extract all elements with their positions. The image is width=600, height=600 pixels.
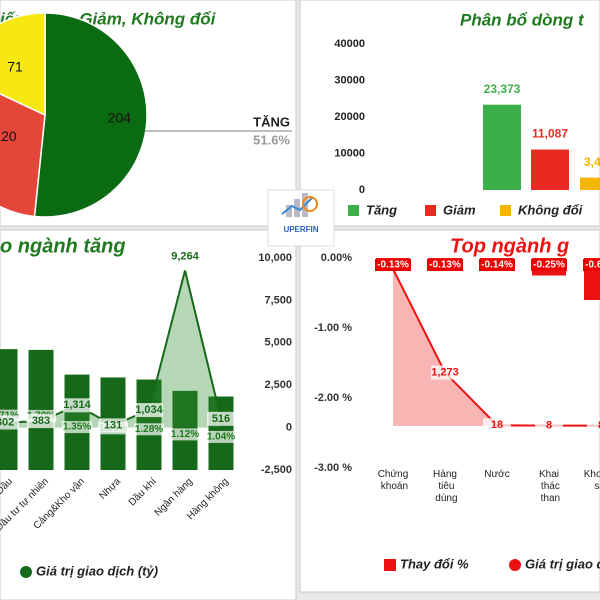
y-tick-label: 40000 bbox=[334, 38, 365, 50]
annotation-value: 51.6% bbox=[253, 132, 290, 147]
legend-swatch bbox=[425, 205, 436, 216]
bar-value-label: 1.28% bbox=[135, 424, 163, 435]
x-tick-label: Nước bbox=[484, 469, 509, 480]
label-bg bbox=[171, 249, 199, 264]
label-bg bbox=[479, 259, 515, 271]
bar-value-label: 1.04% bbox=[207, 432, 235, 443]
bar bbox=[580, 177, 600, 190]
y-tick-label: 10000 bbox=[334, 147, 365, 159]
pie-panel: iếu Tăng, Giảm, Không đổi20412071TĂNG51.… bbox=[0, 9, 292, 218]
bar-value-label: 11,087 bbox=[532, 127, 568, 141]
label-bg bbox=[535, 418, 563, 433]
bar-value-label: -0.60% bbox=[585, 260, 600, 271]
x-tick-label: Chứng khoán bbox=[378, 469, 409, 492]
bar-value-label: -0.13% bbox=[429, 260, 461, 271]
logo: UPERFIN bbox=[267, 189, 335, 247]
y2-tick-label: 10,000 bbox=[258, 252, 292, 264]
bar bbox=[28, 349, 54, 470]
y-tick-label: -1.00 % bbox=[314, 322, 352, 334]
label-bg bbox=[63, 398, 91, 413]
y2-tick-label: 7,500 bbox=[264, 294, 292, 306]
legend-swatch bbox=[500, 205, 511, 216]
x-tick-label: Khai thác than bbox=[538, 469, 560, 504]
y-tick-label: 30000 bbox=[334, 74, 365, 86]
line-value-label: 516 bbox=[212, 413, 230, 425]
label-bg bbox=[375, 259, 411, 271]
line-value-label: 302 bbox=[0, 416, 14, 428]
chart-title: Phân bổ dòng t bbox=[460, 10, 585, 29]
label-bg bbox=[134, 423, 164, 436]
label-bg bbox=[427, 259, 463, 271]
line-value-label: 9,264 bbox=[171, 250, 199, 262]
line-value-label: 1,314 bbox=[63, 399, 91, 411]
annotation-label: TĂNG bbox=[253, 114, 290, 129]
line-value-label: 1,034 bbox=[135, 404, 163, 416]
slice-label: 71 bbox=[7, 58, 23, 74]
line-value-label: 8 bbox=[598, 420, 600, 432]
line-value-label: 131 bbox=[104, 419, 122, 431]
slice-label: 120 bbox=[0, 128, 17, 144]
legend-swatch bbox=[509, 559, 521, 571]
legend-label: Tăng bbox=[366, 202, 397, 217]
legend-swatch bbox=[20, 566, 32, 578]
bar-value-label: 23,373 bbox=[484, 82, 521, 96]
y-tick-label: 20000 bbox=[334, 111, 365, 123]
x-tick-label: Hàng tiêu dùng bbox=[432, 469, 457, 504]
y-tick-label: 0 bbox=[359, 184, 365, 196]
pie-slice bbox=[0, 92, 46, 218]
label-bg bbox=[206, 430, 236, 443]
y-tick-label: -3.00 % bbox=[314, 462, 352, 474]
label-bg bbox=[0, 415, 19, 430]
bar bbox=[531, 149, 569, 190]
y-tick-label: -2.00 % bbox=[314, 392, 352, 404]
label-bg bbox=[207, 411, 235, 426]
label-bg bbox=[27, 414, 55, 429]
bar-value-label: 3,400 bbox=[584, 155, 600, 169]
line-value-label: 18 bbox=[491, 419, 503, 431]
legend-label: Giá trị giao dịch (tỷ) bbox=[525, 556, 600, 571]
pie-slice bbox=[33, 12, 148, 218]
x-tick-label: Khoáng sản bbox=[584, 469, 600, 492]
bar bbox=[0, 349, 18, 470]
legend-label: Thay đổi % bbox=[400, 556, 469, 571]
legend-label: Giảm bbox=[443, 202, 476, 217]
bar-value-label: -0.13% bbox=[377, 260, 409, 271]
chart-title: Top ngành g bbox=[450, 235, 569, 257]
bar-panel: Phân bổ dòng t 0 10000 20000 30000 40000 23,37… bbox=[334, 10, 600, 217]
bar-value-label: -0.25% bbox=[533, 260, 565, 271]
legend-swatch bbox=[348, 205, 359, 216]
y2-tick-label: 5,000 bbox=[264, 337, 292, 349]
bar bbox=[483, 104, 521, 190]
y2-tick-label: 0 bbox=[286, 422, 292, 434]
legend-label: Không đổi bbox=[518, 202, 583, 217]
logo-text: UPERFIN bbox=[283, 225, 318, 234]
bar-value-label: -0.14% bbox=[481, 260, 513, 271]
slice-label: 204 bbox=[108, 110, 132, 126]
legend-swatch bbox=[384, 559, 396, 571]
label-bg bbox=[170, 428, 200, 441]
legend-label: Giá trị giao dịch (tỷ) bbox=[36, 563, 158, 578]
bar-value-label: 1.35% bbox=[63, 422, 91, 433]
line-value-label: 1,273 bbox=[431, 366, 459, 378]
area bbox=[5, 270, 221, 428]
label-bg bbox=[587, 418, 600, 433]
label-bg bbox=[583, 259, 600, 271]
label-bg bbox=[62, 421, 92, 434]
y2-tick-label: 2,500 bbox=[264, 379, 292, 391]
bar-value-label: 1.12% bbox=[171, 429, 199, 440]
label-bg bbox=[483, 418, 511, 433]
pie-slice bbox=[0, 12, 46, 117]
label-bg bbox=[99, 418, 127, 433]
combo-panel: Top ngành g 0.00% -1.00 % -2.00 % -3.00 % -0.… bbox=[314, 235, 600, 571]
label-bg bbox=[135, 403, 163, 418]
y2-tick-label: -2,500 bbox=[261, 464, 292, 476]
label-bg bbox=[431, 365, 459, 380]
line-value-label: 8 bbox=[546, 420, 552, 432]
y-tick-label: 0.00% bbox=[321, 252, 352, 264]
chart-title: o ngành tăng bbox=[0, 235, 126, 257]
area bbox=[393, 268, 600, 426]
line-value-label: 383 bbox=[32, 415, 50, 427]
label-bg bbox=[531, 259, 567, 271]
